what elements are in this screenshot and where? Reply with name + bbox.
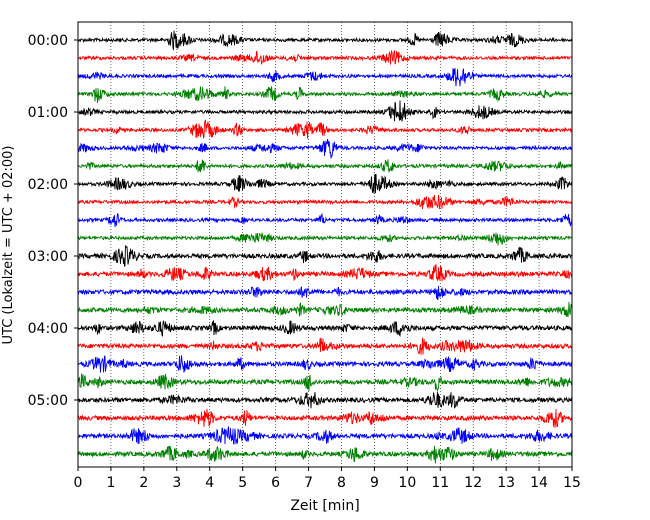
grid-lines (110, 22, 540, 467)
x-tick-label-5: 5 (238, 475, 247, 491)
trace-17 (77, 337, 573, 355)
trace-16 (77, 320, 573, 338)
trace-0 (77, 30, 573, 51)
trace-4 (77, 100, 573, 122)
x-tick-label-4: 4 (205, 475, 214, 491)
trace-2 (78, 68, 573, 87)
x-tick-label-14: 14 (530, 475, 548, 491)
x-tick-label-12: 12 (464, 475, 482, 491)
trace-10 (77, 212, 573, 228)
x-tick-label-6: 6 (271, 475, 280, 491)
y-tick-label-02:00: 02:00 (28, 177, 68, 193)
trace-12 (77, 245, 573, 268)
plot-frame (77, 21, 573, 468)
trace-21 (77, 408, 573, 428)
x-tick-label-1: 1 (106, 475, 115, 491)
trace-18 (78, 355, 573, 373)
x-tick-label-7: 7 (304, 475, 313, 491)
x-tick-label-11: 11 (431, 475, 449, 491)
trace-group (77, 30, 573, 464)
trace-15 (77, 301, 573, 318)
y-tick-label-03:00: 03:00 (28, 249, 68, 265)
x-axis-ticks: 0 1 2 3 4 5 6 7 8 9 10 11 12 13 14 15 (74, 467, 581, 491)
x-tick-label-15: 15 (563, 475, 581, 491)
trace-1 (77, 50, 573, 65)
trace-14 (77, 285, 573, 301)
trace-19 (77, 373, 573, 393)
trace-5 (77, 119, 573, 139)
trace-22 (77, 426, 573, 445)
y-axis-label: UTC (Lokalzeit = UTC + 02:00) (1, 146, 16, 345)
trace-11 (77, 232, 573, 246)
y-axis-ticks: 00:00 01:00 02:00 03:00 04:00 05:00 (28, 33, 78, 409)
trace-23 (77, 445, 573, 464)
trace-13 (77, 264, 573, 282)
y-tick-label-01:00: 01:00 (28, 105, 68, 121)
x-tick-label-0: 0 (74, 475, 83, 491)
x-tick-label-3: 3 (172, 475, 181, 491)
trace-6 (77, 139, 573, 159)
trace-8 (77, 173, 573, 194)
x-tick-label-8: 8 (337, 475, 346, 491)
x-axis-label: Zeit [min] (290, 498, 359, 514)
trace-7 (77, 159, 573, 173)
y-tick-label-04:00: 04:00 (28, 321, 68, 337)
y-tick-label-05:00: 05:00 (28, 393, 68, 409)
x-tick-label-13: 13 (497, 475, 515, 491)
y-tick-label-00:00: 00:00 (28, 33, 68, 49)
trace-20 (77, 391, 573, 409)
trace-3 (77, 86, 573, 104)
x-tick-label-10: 10 (398, 475, 416, 491)
trace-9 (77, 194, 573, 210)
x-tick-label-2: 2 (139, 475, 148, 491)
x-tick-label-9: 9 (370, 475, 379, 491)
